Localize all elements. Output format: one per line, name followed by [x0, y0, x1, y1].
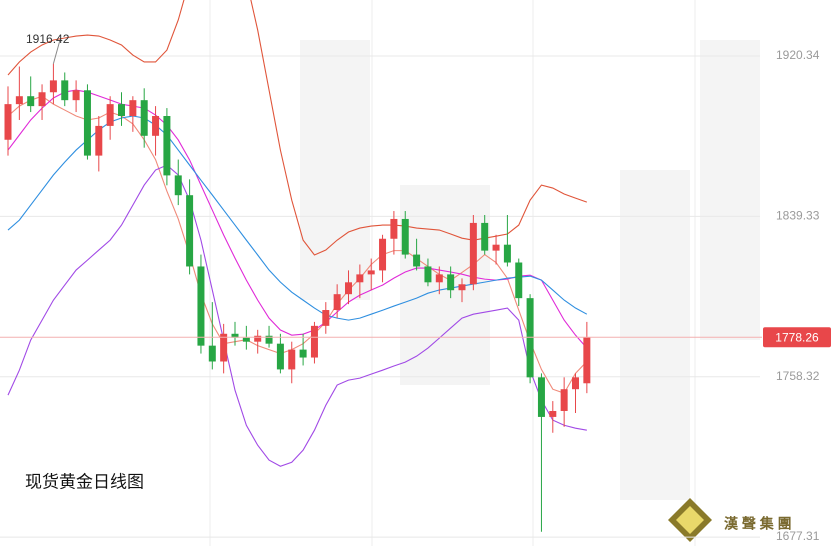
candle-body — [515, 262, 523, 299]
indicator-line — [7, 115, 588, 321]
candle-body — [356, 274, 364, 283]
logo: 漢 聲 集 團 — [668, 498, 792, 542]
candle-body — [208, 345, 216, 362]
candle-body — [129, 100, 137, 117]
watermark-text: 漢 聲 集 團 — [724, 516, 792, 532]
candle-body — [583, 337, 591, 384]
candle-body — [435, 274, 443, 283]
candle-body — [83, 90, 91, 156]
candle-body — [4, 104, 12, 140]
last-price-label: 1778.26 — [775, 330, 819, 344]
high-marker — [52, 39, 61, 64]
last-price-tag — [763, 327, 831, 348]
indicator-line — [7, 164, 587, 467]
watermark-buildings — [300, 40, 760, 500]
candle-body — [401, 218, 409, 255]
candle-body — [379, 238, 387, 271]
candle-body — [526, 298, 534, 378]
candle-body — [390, 218, 398, 239]
indicator-line — [7, 89, 588, 349]
candle-body — [72, 90, 80, 101]
candle-body — [322, 310, 330, 326]
candle-body — [424, 266, 432, 283]
candle-body — [118, 104, 125, 117]
candle-body — [265, 335, 273, 344]
chart-title: 现货黄金日线图 — [25, 472, 144, 491]
candle-body — [299, 349, 307, 358]
candle-body — [254, 335, 262, 342]
candle-body — [140, 100, 148, 136]
candle-body — [549, 410, 557, 417]
candle-body — [310, 325, 318, 358]
candle-body — [481, 222, 489, 251]
candle-body — [152, 116, 160, 136]
candle-body — [15, 96, 23, 105]
candle-body — [288, 349, 296, 370]
plot-area — [4, 0, 591, 532]
candle-body — [61, 80, 69, 101]
candle-body — [95, 125, 103, 156]
candle-body — [231, 333, 239, 338]
candle-body — [197, 266, 205, 346]
candle-body — [163, 116, 171, 176]
indicator-line — [7, 0, 588, 256]
candle-body — [537, 377, 545, 417]
candle-body — [413, 254, 421, 267]
candle-body — [220, 333, 228, 362]
candle-body — [186, 195, 194, 267]
high-label: 1916.42 — [26, 32, 70, 46]
candle-body — [345, 282, 352, 295]
indicator-line — [7, 95, 588, 394]
candle-body — [106, 104, 114, 126]
candle-body — [367, 270, 375, 275]
candle-body — [492, 244, 500, 251]
y-tick-label: 1677.31 — [776, 529, 820, 543]
y-tick-label: 1758.32 — [776, 369, 820, 383]
candle-body — [174, 175, 182, 196]
candle-body — [503, 244, 511, 263]
candle-body — [458, 284, 466, 291]
y-tick-label: 1920.34 — [776, 48, 820, 62]
vertical-grid — [209, 0, 696, 546]
y-tick-label: 1839.33 — [776, 208, 820, 222]
candle-body — [276, 343, 284, 370]
candle-body — [333, 294, 341, 311]
candle-body — [572, 377, 579, 390]
candle-body — [242, 337, 250, 342]
candle-body — [447, 274, 455, 291]
candle-body — [27, 96, 35, 107]
candle-body — [469, 222, 477, 285]
candle-body — [38, 92, 46, 107]
candle-body — [560, 389, 568, 411]
candle-body — [49, 80, 57, 93]
